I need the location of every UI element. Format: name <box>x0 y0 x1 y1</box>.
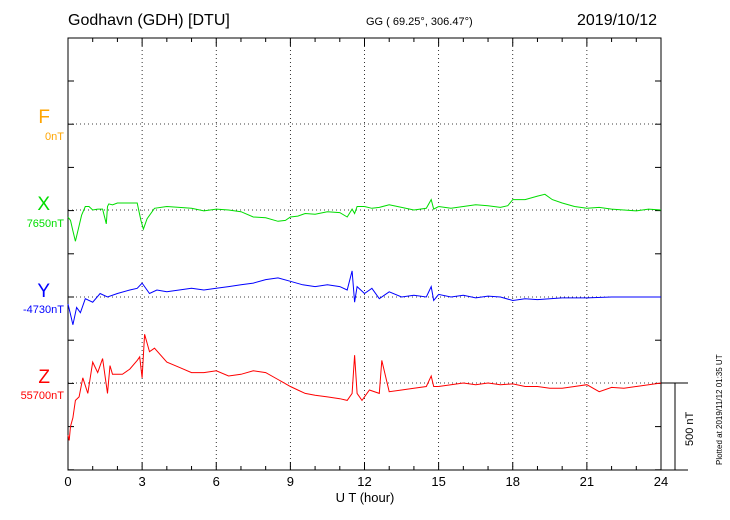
plotted-timestamp: Plotted at 2019/11/12 01:35 UT <box>715 354 724 465</box>
x-tick-label: 3 <box>139 474 146 489</box>
x-tick-label: 9 <box>287 474 294 489</box>
component-F-letter: F <box>38 107 50 128</box>
component-Z-baseline: 55700nT <box>20 390 64 402</box>
component-X-letter: X <box>37 194 50 215</box>
x-tick-label: 0 <box>64 474 71 489</box>
x-tick-label: 24 <box>654 474 668 489</box>
series-Y-line <box>67 270 661 325</box>
series-lines <box>67 193 662 441</box>
station-title: Godhavn (GDH) [DTU] <box>68 12 230 29</box>
component-Z-letter: Z <box>38 367 50 388</box>
date-label: 2019/10/12 <box>577 12 658 29</box>
x-axis-label: U T (hour) <box>335 490 395 505</box>
x-tick-label: 15 <box>431 474 445 489</box>
series-X-line <box>67 193 662 242</box>
series-Z-line <box>67 334 662 441</box>
component-F-baseline: 0nT <box>45 131 64 143</box>
scale-bar-label: 500 nT <box>684 411 696 446</box>
x-tick-label: 21 <box>580 474 594 489</box>
component-X-baseline: 7650nT <box>26 218 64 230</box>
x-tick-label: 18 <box>506 474 520 489</box>
geo-coords: GG ( 69.25°, 306.47°) <box>366 16 473 28</box>
axis-ticks <box>67 38 662 471</box>
x-tick-label: 12 <box>357 474 371 489</box>
x-tick-labels: 0 3 6 9 12 15 18 21 24 <box>64 474 668 489</box>
x-tick-label: 6 <box>213 474 220 489</box>
grid-lines <box>68 38 661 470</box>
component-Y-letter: Y <box>37 281 50 302</box>
scale-bar <box>661 382 688 471</box>
component-Y-baseline: -4730nT <box>23 304 64 316</box>
